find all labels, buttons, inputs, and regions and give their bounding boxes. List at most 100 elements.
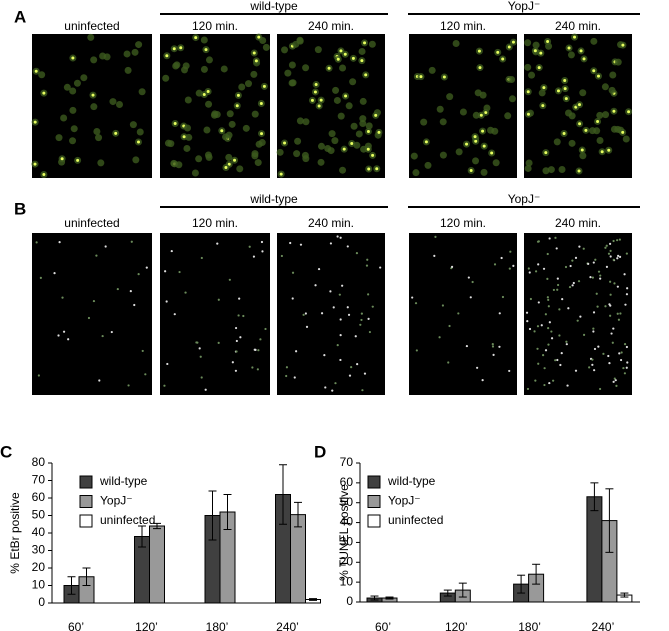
cell (528, 271, 531, 274)
cell (225, 153, 233, 161)
cell (170, 159, 178, 167)
cell (61, 296, 64, 299)
cell (560, 352, 563, 355)
group-label: wild-type (249, 192, 298, 206)
cell (164, 270, 167, 273)
cell (471, 280, 474, 284)
cell (363, 372, 367, 375)
cell (235, 350, 238, 353)
cell-bright (533, 49, 537, 53)
cell-bright (317, 104, 321, 108)
error-bar (605, 488, 614, 553)
cell (512, 264, 515, 267)
cell (609, 314, 612, 317)
cell-bright (319, 98, 323, 102)
y-tick-label: 50 (32, 508, 46, 522)
cell (37, 374, 40, 377)
micrograph (524, 233, 632, 395)
cell (173, 313, 176, 316)
cell (619, 312, 622, 315)
cell-bright (220, 129, 224, 133)
cell (200, 256, 203, 260)
cell (536, 347, 539, 350)
cell (260, 240, 264, 244)
cell (302, 313, 305, 316)
cell (358, 47, 366, 55)
cell-bright (541, 104, 545, 108)
cell (339, 334, 342, 337)
cell (339, 358, 342, 362)
y-tick-label: 30 (32, 543, 46, 557)
cell (620, 351, 623, 354)
cell (547, 298, 550, 301)
y-tick-label: 20 (32, 560, 46, 574)
time-label: 120 min. (192, 19, 238, 33)
cell (339, 166, 347, 174)
cell (609, 255, 612, 258)
cell (356, 363, 359, 366)
cell (367, 293, 370, 296)
cell (493, 263, 497, 266)
cell (304, 312, 307, 315)
cell (568, 285, 572, 289)
cell (588, 366, 591, 369)
error-bar (443, 589, 452, 597)
cell (338, 293, 341, 296)
cell (217, 341, 220, 344)
cell (592, 327, 595, 330)
cell-bright (577, 103, 581, 107)
cell (566, 384, 569, 387)
cell (289, 241, 292, 245)
cell (540, 324, 543, 327)
cell (39, 276, 42, 279)
cell (498, 312, 501, 315)
cell (127, 384, 130, 387)
cell (491, 345, 495, 348)
cell (590, 37, 598, 45)
cell (281, 46, 289, 54)
cell (568, 112, 576, 120)
cell (57, 334, 60, 337)
cell-bright (465, 142, 469, 146)
cell (217, 298, 220, 301)
cell (144, 373, 147, 376)
cell (615, 384, 618, 387)
cell (195, 341, 198, 344)
cell (204, 388, 207, 391)
cell (124, 66, 132, 74)
cell (536, 240, 540, 243)
cell (487, 126, 495, 134)
cell-bright (34, 69, 38, 73)
micrograph (409, 34, 517, 178)
cell (129, 121, 137, 129)
y-tick-label: 10 (32, 578, 46, 592)
cell (226, 110, 234, 118)
error-bar (153, 522, 161, 530)
cell (601, 83, 609, 91)
cell-bright (592, 69, 596, 73)
legend-label: wild-type (99, 474, 148, 488)
group-label: YopJ⁻ (508, 0, 541, 13)
cell (250, 70, 258, 78)
cell (138, 88, 146, 96)
cell (331, 389, 334, 392)
time-label: 120 min. (192, 216, 238, 230)
cell (254, 348, 257, 351)
cell (216, 242, 219, 245)
cell (70, 125, 78, 133)
error-bar (279, 464, 287, 525)
cell (163, 384, 166, 387)
cell (567, 307, 570, 310)
cell-bright (310, 98, 314, 102)
cell (183, 144, 191, 152)
cell (345, 102, 353, 110)
cell (441, 304, 445, 307)
cell (537, 263, 540, 266)
cell (115, 101, 123, 109)
cell (349, 78, 357, 86)
cell-bright (607, 148, 611, 152)
cell (548, 321, 551, 324)
cell (244, 80, 252, 88)
cell (428, 66, 436, 74)
cell (238, 297, 241, 300)
